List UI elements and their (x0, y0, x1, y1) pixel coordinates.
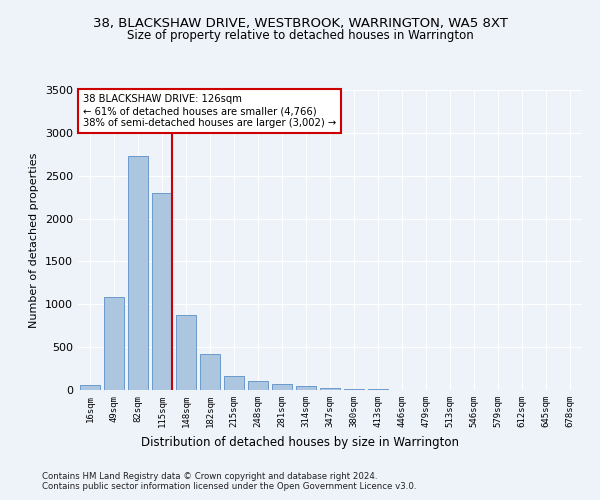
Bar (320, 388, 340, 390)
Bar (200, 354, 220, 390)
Text: 38, BLACKSHAW DRIVE, WESTBROOK, WARRINGTON, WA5 8XT: 38, BLACKSHAW DRIVE, WESTBROOK, WARRINGT… (92, 18, 508, 30)
Bar (176, 314, 196, 390)
Text: 38 BLACKSHAW DRIVE: 126sqm
← 61% of detached houses are smaller (4,766)
38% of s: 38 BLACKSHAW DRIVE: 126sqm ← 61% of deta… (83, 94, 336, 128)
Bar (224, 376, 244, 390)
Bar (104, 296, 124, 390)
Text: Contains HM Land Registry data © Crown copyright and database right 2024.: Contains HM Land Registry data © Crown c… (42, 472, 377, 481)
Text: Contains public sector information licensed under the Open Government Licence v3: Contains public sector information licen… (42, 482, 416, 491)
Bar (272, 384, 292, 390)
Y-axis label: Number of detached properties: Number of detached properties (29, 152, 40, 328)
Bar (128, 156, 148, 390)
Bar (344, 388, 364, 390)
Bar (152, 193, 172, 390)
Bar (80, 386, 100, 390)
Text: Size of property relative to detached houses in Warrington: Size of property relative to detached ho… (127, 29, 473, 42)
Bar (248, 381, 268, 390)
Text: Distribution of detached houses by size in Warrington: Distribution of detached houses by size … (141, 436, 459, 449)
Bar (296, 386, 316, 390)
